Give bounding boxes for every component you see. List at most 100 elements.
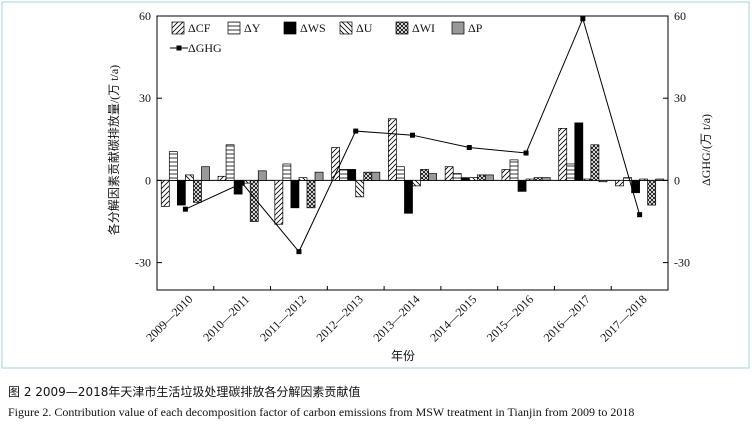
y-tick-label: 0 <box>145 173 151 187</box>
bar <box>460 177 470 181</box>
y-tick-label: -30 <box>135 256 151 270</box>
legend-label: ΔWS <box>300 21 326 35</box>
bar <box>388 118 397 181</box>
marker <box>466 145 472 151</box>
bar <box>404 180 413 214</box>
bar <box>371 171 381 181</box>
bar <box>590 144 600 181</box>
chart: 年份 各分解因素贡献碳排放量/(万 t/a) ΔGHG/(万 t/a) -30 0… <box>1 1 750 369</box>
bar <box>509 159 519 181</box>
bar <box>615 180 624 187</box>
caption-en: Figure 2. Contribution value of each dec… <box>8 405 635 419</box>
bar <box>160 180 170 207</box>
bar <box>282 163 292 181</box>
bar <box>623 177 632 181</box>
legend-label: ΔP <box>468 21 483 35</box>
bar <box>476 174 486 181</box>
marker <box>523 150 529 156</box>
bar <box>485 174 494 181</box>
marker <box>580 16 586 22</box>
legend-label: ΔU <box>356 21 373 35</box>
y-tick-label: 30 <box>139 91 151 105</box>
bar <box>444 166 454 181</box>
bar <box>176 180 186 206</box>
bar <box>647 180 657 206</box>
x-tick-label: 2014—2015 <box>427 292 479 344</box>
bar <box>274 180 284 225</box>
x-tick-label: 2010—2011 <box>200 292 252 344</box>
bar <box>217 175 227 181</box>
bar <box>412 180 421 187</box>
legend-label: ΔGHG <box>188 41 222 55</box>
legend-swatch <box>339 21 353 35</box>
bar <box>331 147 340 181</box>
caption-cn: 图 2 2009—2018年天津市生活垃圾处理碳排放各分解因素贡献值 <box>8 385 361 399</box>
y2-tick-label: 60 <box>674 9 686 23</box>
y2-tick-label: 30 <box>674 91 686 105</box>
bar <box>290 180 300 209</box>
legend-label: ΔY <box>244 21 261 35</box>
bar <box>558 127 568 181</box>
bar <box>225 144 235 181</box>
bar <box>428 173 437 181</box>
bar <box>574 122 584 181</box>
y2-tick-label: -30 <box>674 256 690 270</box>
marker <box>182 206 188 212</box>
bar <box>452 173 462 181</box>
bar <box>655 178 665 181</box>
legend-label: ΔCF <box>188 21 211 35</box>
y-tick-label: 60 <box>139 9 151 23</box>
x-tick-label: 2009—2010 <box>143 292 195 344</box>
bar <box>355 180 365 198</box>
x-tick-label: 2015—2016 <box>484 292 536 344</box>
bar <box>639 178 649 181</box>
plot-area <box>156 15 669 291</box>
frame <box>1 1 750 369</box>
marker <box>296 249 302 255</box>
x-tick-label: 2017—2018 <box>597 292 649 344</box>
marker <box>637 212 643 218</box>
legend-swatch <box>176 45 182 51</box>
legend-swatch <box>395 21 409 35</box>
bar <box>201 166 210 181</box>
bar <box>193 180 202 203</box>
legend-swatch <box>451 21 465 35</box>
bar <box>525 178 535 181</box>
bar <box>306 180 316 209</box>
bar <box>185 174 194 181</box>
bar <box>257 170 267 181</box>
bar <box>598 180 608 183</box>
bar <box>566 163 576 181</box>
bar <box>363 171 373 181</box>
marker <box>353 128 359 134</box>
bar <box>533 177 543 181</box>
legend-swatch <box>227 21 241 35</box>
bar <box>468 177 478 181</box>
bar <box>501 169 511 181</box>
y2-axis-title: ΔGHG/(万 t/a) <box>699 114 713 186</box>
x-tick-label: 2016—2017 <box>541 292 593 344</box>
bar <box>420 169 429 181</box>
x-tick-label: 2011—2012 <box>257 292 309 344</box>
bar <box>298 177 308 181</box>
marker <box>239 180 245 186</box>
legend-label: ΔWI <box>412 21 435 35</box>
bar <box>541 177 551 181</box>
y-axis-title: 各分解因素贡献碳排放量/(万 t/a) <box>106 65 121 235</box>
bar <box>339 169 349 181</box>
marker <box>410 132 415 138</box>
legend-swatch <box>283 21 297 35</box>
bar <box>314 171 324 181</box>
x-tick-label: 2013—2014 <box>370 292 422 344</box>
legend-swatch <box>171 21 185 35</box>
bar <box>396 166 405 181</box>
x-axis-title: 年份 <box>391 349 415 363</box>
bar <box>347 169 357 181</box>
bar <box>582 178 592 181</box>
y2-tick-label: 0 <box>674 173 680 187</box>
bar <box>168 151 178 181</box>
bar <box>517 180 527 192</box>
bar <box>249 180 259 222</box>
